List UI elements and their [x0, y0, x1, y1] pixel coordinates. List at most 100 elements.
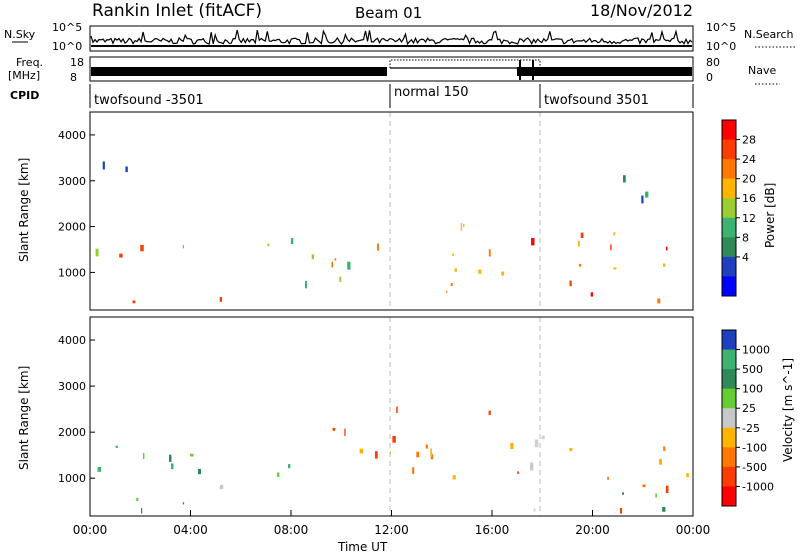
- velocity-ylabel: Slant Range [km]: [17, 366, 31, 470]
- x-tick-label: 00:00: [73, 523, 108, 537]
- data-cell: [642, 484, 646, 488]
- colorbar-swatch: [722, 369, 736, 390]
- data-cell: [531, 238, 535, 246]
- data-cell: [610, 244, 612, 251]
- y-tick-label: 1000: [58, 266, 86, 279]
- colorbar-swatch: [722, 486, 736, 507]
- data-cell: [607, 476, 609, 480]
- data-cell: [182, 245, 184, 249]
- colorbar-tick-label: -100: [742, 441, 767, 454]
- data-cell: [140, 244, 144, 252]
- x-tick-label: 20:00: [575, 523, 610, 537]
- colorbar-tick-label: -1000: [742, 480, 774, 493]
- colorbar-swatch: [722, 466, 736, 487]
- data-cell: [541, 435, 545, 440]
- data-cell: [115, 445, 118, 448]
- data-cell: [645, 191, 649, 198]
- freq-tick-bottom: 8: [70, 71, 77, 84]
- data-cell: [478, 269, 482, 274]
- data-cell: [452, 253, 454, 256]
- data-cell: [452, 475, 456, 480]
- colorbar-tick-label: 8: [742, 231, 749, 244]
- data-cell: [430, 448, 432, 457]
- colorbar-swatch: [722, 349, 736, 370]
- colorbar-swatch: [722, 139, 736, 160]
- x-tick-label: 00:00: [676, 523, 711, 537]
- power-ylabel: Slant Range [km]: [17, 158, 31, 262]
- nsky-line: [90, 29, 693, 46]
- nsearch-label: N.Search: [744, 28, 794, 41]
- data-cell: [613, 232, 616, 236]
- nsearch-tick-top: 10^5: [706, 21, 736, 34]
- data-cell: [125, 166, 128, 173]
- data-cell: [580, 232, 584, 238]
- power-yticks: 4000 3000 2000 1000: [58, 129, 95, 279]
- colorbar-tick-label: 500: [742, 363, 763, 376]
- data-cell: [375, 451, 378, 459]
- data-cell: [569, 448, 573, 451]
- data-cell: [396, 406, 398, 413]
- nave-tick-top: 80: [706, 56, 720, 69]
- data-cell: [578, 240, 580, 247]
- colorbar-tick-label: 24: [742, 153, 756, 166]
- data-cell: [171, 463, 174, 470]
- data-cell: [331, 261, 333, 268]
- colorbar-swatch: [722, 388, 736, 409]
- data-cell: [220, 484, 224, 490]
- date-label: 18/Nov/2012: [590, 1, 693, 20]
- data-cell: [663, 446, 666, 451]
- velocity-panel-frame: [89, 316, 694, 517]
- cpid-label: CPID: [10, 89, 39, 102]
- colorbar-tick-label: 100: [742, 383, 763, 396]
- colorbar-frame: [721, 119, 737, 297]
- colorbar-swatch: [722, 159, 736, 180]
- data-cell: [534, 439, 539, 448]
- colorbar-swatch: [722, 120, 736, 141]
- data-cell: [430, 454, 434, 460]
- data-cell: [190, 453, 194, 457]
- data-cell: [392, 436, 396, 443]
- data-cell: [510, 442, 514, 449]
- colorbar-tick-label: 25: [742, 402, 756, 415]
- beam-label: Beam 01: [355, 4, 422, 22]
- data-cell: [412, 467, 415, 474]
- nsky-panel-frame: [89, 25, 694, 52]
- colorbar-tick-label: 20: [742, 173, 756, 186]
- data-cell: [622, 492, 624, 495]
- colorbar-tick-label: 1000: [742, 344, 770, 357]
- nave-trace-normal: [389, 59, 541, 68]
- power-colorbar: [721, 119, 737, 297]
- freq-label: Freq.: [16, 56, 43, 69]
- nave-tick-bottom: 0: [706, 71, 713, 84]
- data-cell: [198, 468, 201, 475]
- data-cell: [334, 258, 337, 261]
- colorbar-tick-label: 28: [742, 134, 756, 147]
- data-cell: [569, 280, 572, 287]
- colorbar-swatch: [722, 178, 736, 199]
- data-cell: [665, 485, 669, 493]
- data-cell: [305, 281, 307, 289]
- data-cell: [95, 248, 99, 257]
- data-cell: [663, 263, 666, 267]
- cpid-segment-1: twofsound -3501: [94, 93, 204, 108]
- colorbar-tick-label: -500: [742, 461, 767, 474]
- colorbar-frame: [721, 329, 737, 507]
- data-cell: [288, 464, 291, 469]
- data-cell: [530, 462, 534, 471]
- colorbar-swatch: [722, 330, 736, 351]
- data-cell: [590, 292, 594, 297]
- data-cell: [488, 410, 491, 415]
- colorbar-swatch: [722, 237, 736, 258]
- y-tick-label: 3000: [58, 175, 86, 188]
- data-cell: [339, 276, 342, 282]
- data-cell: [290, 238, 294, 245]
- data-cell: [142, 453, 145, 459]
- data-cell: [119, 253, 123, 258]
- data-cell: [377, 243, 379, 251]
- data-cell: [657, 298, 661, 304]
- velocity-colorbar-ticks: 1000 500 100 25 -25 -100 -500 -1000: [736, 344, 774, 493]
- data-cell: [533, 508, 536, 512]
- data-cell: [169, 454, 172, 462]
